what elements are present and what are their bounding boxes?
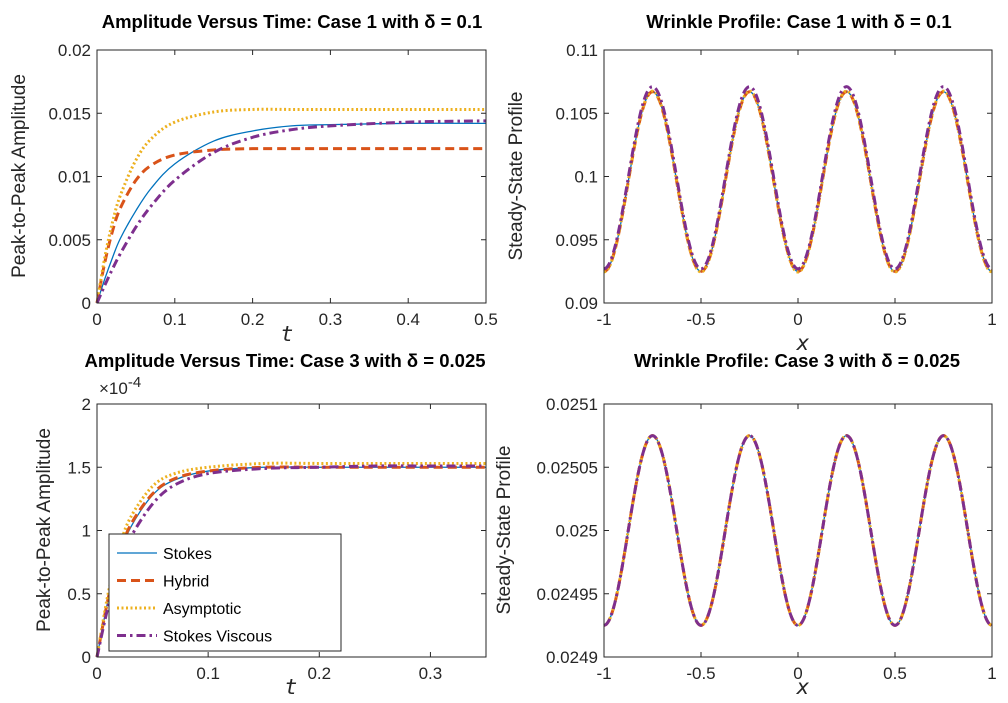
x-axis-label: t	[281, 322, 294, 346]
x-tick-label: -1	[596, 310, 611, 329]
multiplier-exponent: -4	[128, 374, 141, 391]
legend-label: Stokes Viscous	[163, 629, 272, 646]
x-tick-label: 0.3	[319, 310, 343, 329]
x-tick-label: 0.2	[307, 664, 331, 683]
y-axis-label: Steady-State Profile	[494, 446, 515, 615]
y-tick-label: 0.0249	[546, 648, 598, 667]
x-tick-label: 1	[987, 310, 996, 329]
legend: Stokes Hybrid Asymptotic Stokes Viscous	[109, 534, 341, 651]
x-tick-label: 0.1	[196, 664, 220, 683]
y-axis-label: Peak-to-Peak Amplitude	[9, 74, 30, 278]
y-tick-label: 0.01	[58, 168, 91, 187]
chart-panel-case1-amplitude: Amplitude Versus Time: Case 1 with δ = 0…	[9, 11, 498, 346]
x-tick-label: 0.5	[474, 310, 498, 329]
chart-panel-case1-profile: Wrinkle Profile: Case 1 with δ = 0.1 -1 -…	[506, 11, 997, 355]
x-tick-label: 1	[987, 664, 996, 683]
x-tick-label: 0.2	[241, 310, 265, 329]
y-tick-label: 0.02495	[537, 585, 598, 604]
plot-area	[604, 50, 992, 303]
x-tick-label: -0.5	[686, 664, 715, 683]
y-tick-label: 0.02505	[537, 458, 598, 477]
x-tick-label: 0	[92, 664, 101, 683]
x-tick-label: -1	[596, 664, 611, 683]
y-tick-label: 0	[82, 648, 91, 667]
chart-title: Amplitude Versus Time: Case 1 with δ = 0…	[102, 11, 483, 32]
chart-title: Wrinkle Profile: Case 1 with δ = 0.1	[646, 11, 951, 32]
x-axis-label: t	[285, 675, 298, 699]
plot-area	[604, 404, 992, 657]
y-tick-label: 2	[82, 395, 91, 414]
legend-label: Asymptotic	[163, 601, 241, 618]
y-axis-label: Steady-State Profile	[506, 92, 527, 261]
y-axis-multiplier: ×10-4	[99, 374, 141, 398]
multiplier-base: ×10	[99, 379, 128, 398]
y-axis-label: Peak-to-Peak Amplitude	[34, 428, 55, 632]
plot-area	[97, 50, 486, 303]
legend-label: Hybrid	[163, 574, 209, 591]
chart-panel-case3-profile: Wrinkle Profile: Case 3 with δ = 0.025 -…	[494, 350, 997, 699]
y-tick-label: 0.0251	[546, 395, 598, 414]
y-tick-label: 0.5	[67, 585, 91, 604]
y-tick-label: 0.005	[48, 231, 91, 250]
x-tick-label: 0	[92, 310, 101, 329]
y-tick-label: 0.015	[48, 104, 91, 123]
x-tick-label: 0.5	[883, 310, 907, 329]
y-tick-label: 0.09	[565, 294, 598, 313]
y-tick-label: 0.105	[555, 104, 598, 123]
y-tick-label: 1	[82, 522, 91, 541]
x-tick-label: 0	[793, 310, 802, 329]
y-tick-label: 0.11	[566, 41, 598, 60]
x-tick-label: 0.4	[396, 310, 420, 329]
y-tick-label: 0.02	[58, 41, 91, 60]
x-axis-label: x	[796, 675, 810, 699]
y-tick-label: 0.1	[574, 168, 598, 187]
x-tick-label: 0.1	[163, 310, 187, 329]
x-tick-label: 0.5	[883, 664, 907, 683]
legend-label: Stokes	[163, 546, 212, 563]
y-tick-label: 0	[82, 294, 91, 313]
x-tick-label: 0.3	[419, 664, 443, 683]
chart-title: Amplitude Versus Time: Case 3 with δ = 0…	[84, 350, 485, 371]
y-tick-label: 0.095	[555, 231, 598, 250]
chart-title: Wrinkle Profile: Case 3 with δ = 0.025	[634, 350, 960, 371]
y-tick-label: 0.025	[555, 522, 598, 541]
y-tick-label: 1.5	[67, 458, 91, 477]
x-tick-label: -0.5	[686, 310, 715, 329]
